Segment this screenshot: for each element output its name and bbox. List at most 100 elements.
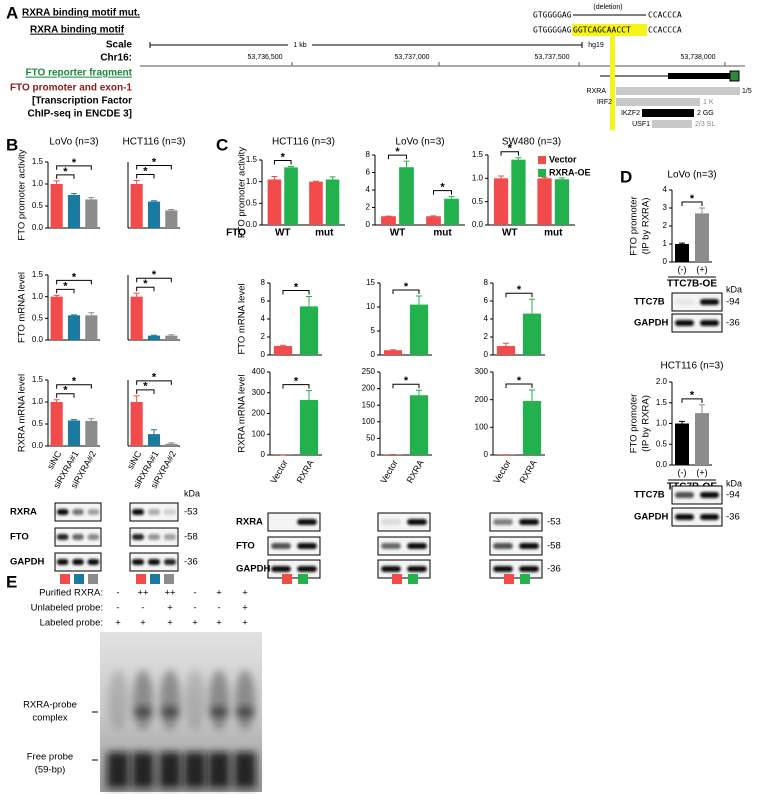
bar	[299, 306, 319, 355]
error-bar	[329, 176, 336, 180]
gel-smear	[185, 670, 205, 730]
blot-band	[131, 534, 145, 540]
y-tick-label: 1.5	[32, 270, 44, 279]
error-bar	[558, 177, 565, 180]
motif-box	[572, 24, 647, 36]
blot-strip	[671, 507, 723, 527]
free-probe-band	[159, 752, 181, 788]
y-tick-label: 100	[475, 422, 489, 431]
bar	[273, 346, 293, 355]
bar	[383, 350, 403, 355]
chart-title: SW480 (n=3)	[502, 137, 561, 148]
scale-text: 1 kb	[293, 42, 306, 49]
significance-bracket	[273, 160, 292, 165]
emsa-lane-sign: -	[193, 588, 196, 599]
error-bar	[271, 175, 278, 180]
tf-score: 2/3 SL	[695, 121, 715, 128]
significance-bracket	[136, 389, 155, 394]
significance-star: *	[72, 157, 77, 169]
bar	[695, 413, 709, 465]
bar	[165, 210, 178, 228]
coordinate: 53,738,000	[680, 54, 715, 61]
blot-strip	[489, 559, 543, 579]
bar	[130, 296, 143, 340]
bar	[399, 167, 414, 225]
y-tick-label: 0	[484, 350, 489, 359]
track-label: Chr16:	[100, 53, 132, 64]
emsa-lane-sign: +	[167, 618, 173, 629]
y-tick-label: 200	[475, 395, 489, 404]
complex-band	[134, 707, 152, 717]
y-tick-label: 0.5	[32, 201, 44, 210]
bar	[426, 216, 441, 225]
lane-swatch	[150, 574, 160, 584]
blot-band	[163, 534, 177, 540]
tf-name: IRF2	[597, 99, 612, 106]
emsa-row-label: Purified RXRA:	[39, 588, 103, 599]
blot-label: TTC7B	[634, 490, 665, 501]
significance-bracket	[505, 383, 533, 388]
error-bar	[151, 429, 157, 435]
blot-strip	[377, 512, 431, 532]
lane-swatch	[520, 574, 530, 584]
error-bar	[53, 399, 60, 402]
y-tick-label: 2	[366, 203, 371, 212]
blot-band	[271, 566, 291, 572]
emsa-lane-sign: +	[115, 618, 121, 629]
blot-strip	[489, 536, 543, 556]
significance-bracket	[282, 384, 310, 389]
blot-size: -58	[184, 532, 198, 543]
significance-star: *	[690, 193, 695, 205]
blot-band	[493, 543, 513, 549]
significance-star: *	[63, 166, 68, 178]
y-label: FTO mRNA level	[237, 283, 248, 354]
track-label: [Transcription Factor	[32, 96, 132, 107]
error-bar	[133, 292, 140, 297]
significance-bracket	[500, 151, 519, 156]
tf-score: 1 K	[703, 99, 714, 106]
blot-label: FTO	[10, 532, 29, 543]
significance-star: *	[152, 269, 157, 281]
deletion-label: (deletion)	[593, 4, 622, 11]
blot-band	[700, 492, 719, 498]
blot-band	[147, 509, 161, 515]
bar	[165, 443, 178, 446]
lane-swatch	[392, 574, 402, 584]
free-label: Free probe	[27, 752, 73, 763]
blot-size: -36	[726, 318, 740, 329]
y-tick-label: 0	[663, 257, 668, 266]
bar	[85, 199, 98, 228]
significance-bracket	[392, 383, 420, 389]
lane-swatch	[298, 574, 308, 584]
gene-exon	[668, 73, 730, 79]
chart-title: LoVo (n=3)	[667, 170, 716, 181]
bar	[493, 178, 509, 225]
x-tick-label: WT	[275, 228, 291, 239]
error-bar	[529, 298, 535, 314]
error-bar	[88, 418, 95, 421]
tf-name: IKZF2	[621, 110, 640, 117]
blot-band	[519, 519, 539, 525]
bar	[496, 346, 516, 355]
blot-band	[72, 509, 84, 515]
error-bar	[679, 420, 685, 424]
y-tick-label: 0.0	[246, 220, 258, 229]
emsa-lane-sign: -	[193, 603, 196, 614]
bar	[695, 213, 709, 262]
gene-end	[729, 70, 740, 82]
blot-size: -58	[547, 541, 561, 552]
significance-star: *	[440, 181, 445, 193]
error-bar	[151, 200, 157, 202]
emsa-lane-sign: ++	[164, 588, 176, 599]
y-tick-label: 2.0	[656, 377, 668, 386]
significance-bracket	[136, 380, 172, 385]
blot-size: -36	[184, 557, 198, 568]
blot-band	[87, 559, 100, 565]
blot-unit: kDa	[726, 284, 742, 294]
coordinate: 53,737,500	[534, 54, 569, 61]
track-label: FTO promoter and exon-1	[10, 83, 132, 94]
blot-band	[675, 299, 694, 305]
emsa-row-label: Unlabeled probe:	[31, 603, 103, 614]
blot-band	[519, 566, 539, 572]
x-tick-label: WT	[502, 228, 518, 239]
